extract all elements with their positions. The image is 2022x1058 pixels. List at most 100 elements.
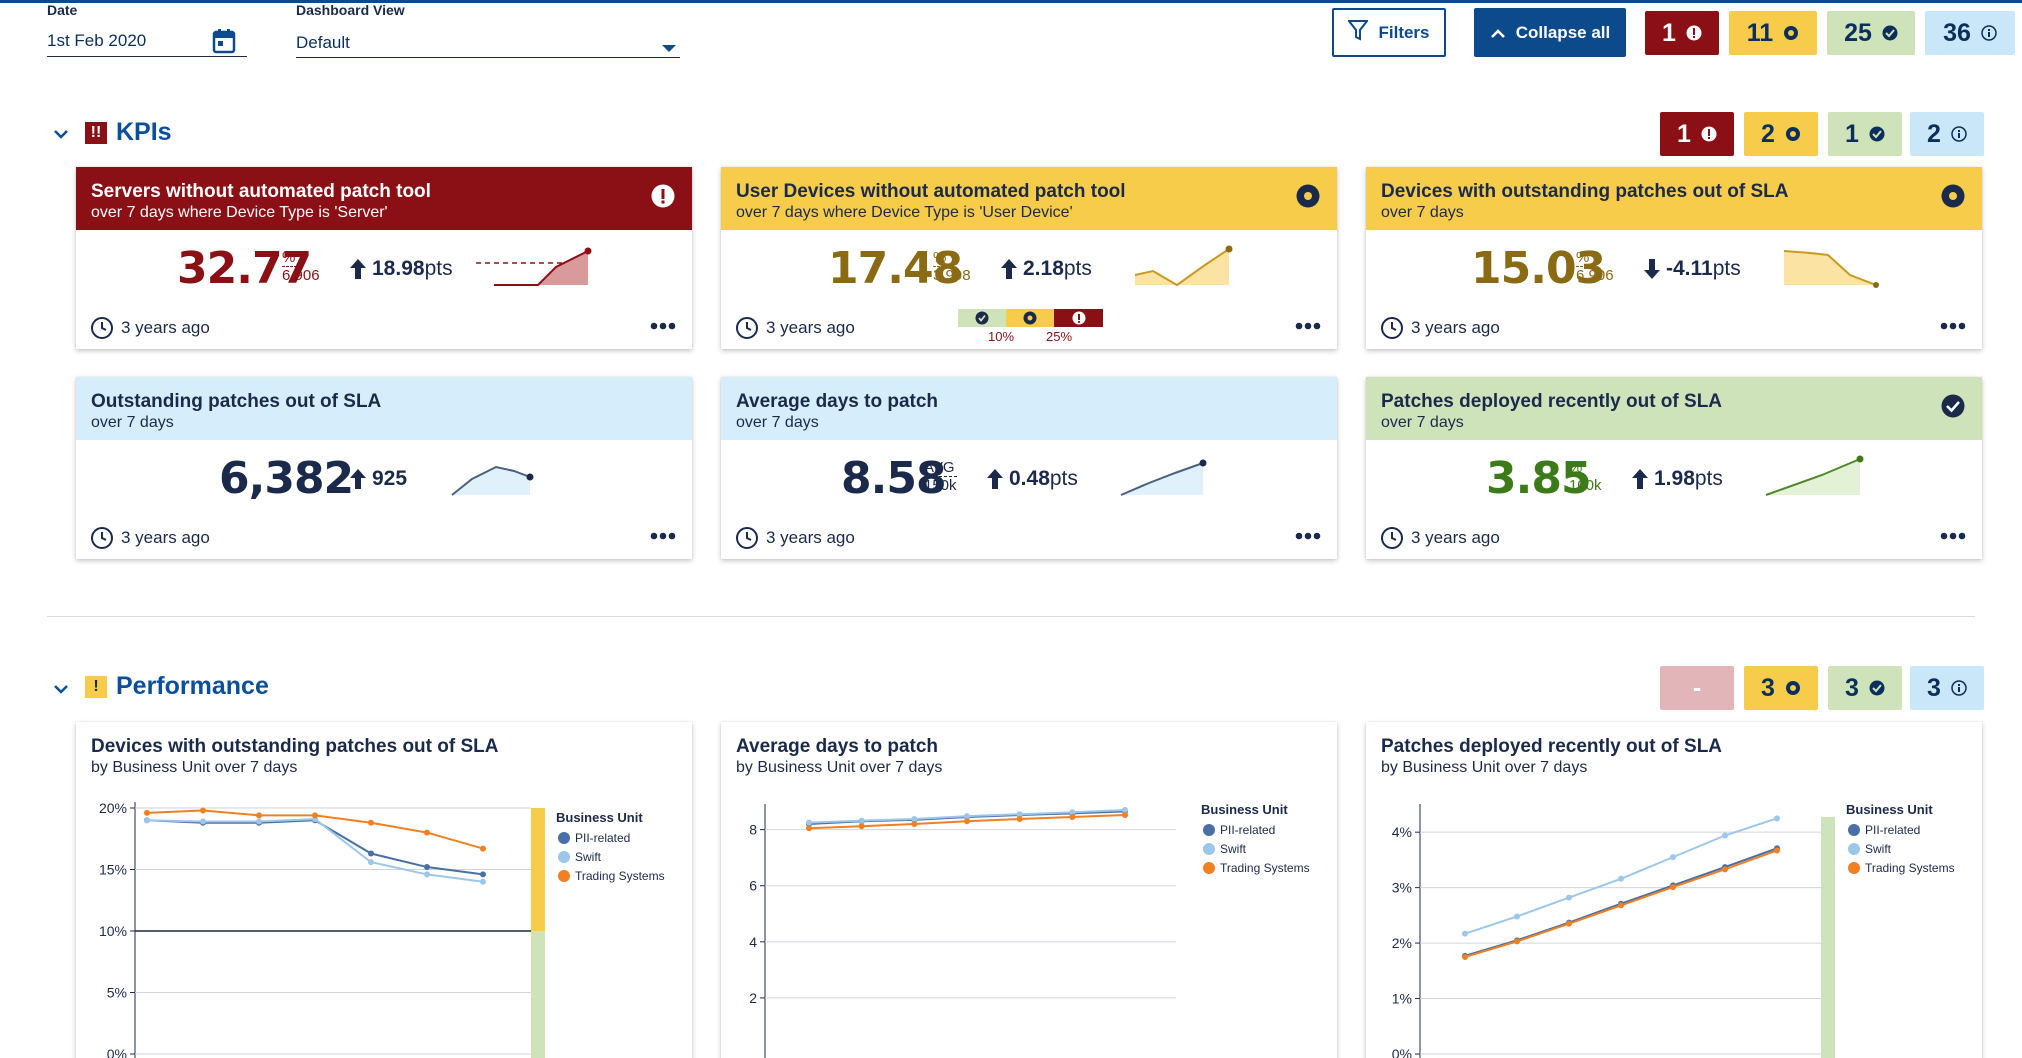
filters-button[interactable]: Filters	[1332, 8, 1446, 57]
legend-title: Business Unit	[556, 810, 643, 825]
kpi-card-user-devices[interactable]: User Devices without automated patch too…	[721, 167, 1337, 349]
global-info-badge[interactable]: 36	[1925, 11, 2015, 55]
y-tick-label: 20%	[99, 800, 127, 816]
warning-dot-icon	[1941, 184, 1965, 213]
kpi-card-title: Devices with outstanding patches out of …	[1381, 181, 1789, 202]
data-point	[1566, 894, 1572, 901]
chart-title: Devices with outstanding patches out of …	[91, 736, 499, 757]
more-options-icon[interactable]	[1295, 527, 1321, 545]
data-point	[312, 812, 318, 819]
kpi-card-outstanding-devices[interactable]: Devices with outstanding patches out of …	[1366, 167, 1982, 349]
data-point	[368, 850, 374, 857]
chart-card-devices-out-of-sla[interactable]: Devices with outstanding patches out of …	[76, 722, 692, 1058]
data-point	[368, 859, 374, 866]
arrow-up-icon	[1632, 469, 1648, 489]
collapse-all-button[interactable]: Collapse all	[1474, 8, 1626, 57]
kpis-ok-badge[interactable]: 1	[1828, 112, 1902, 156]
y-tick-label: 15%	[99, 862, 127, 878]
data-point	[1774, 815, 1780, 822]
global-warning-badge[interactable]: 11	[1729, 11, 1817, 55]
section-divider	[47, 616, 1975, 617]
performance-info-badge[interactable]: 3	[1910, 666, 1984, 710]
sparkline	[1765, 455, 1864, 496]
series-line-swift	[146, 818, 484, 883]
kpi-card-title: Average days to patch	[736, 391, 939, 412]
kpi-card-header: Outstanding patches out of SLA over 7 da…	[76, 377, 692, 440]
status-band-warning	[531, 808, 545, 931]
data-point	[424, 864, 430, 871]
legend-label: PII-related	[1220, 823, 1275, 837]
performance-ok-count: 3	[1845, 673, 1859, 702]
info-icon	[1951, 120, 1967, 149]
warning-dot-icon	[1023, 311, 1037, 325]
kpi-card-average-days[interactable]: Average days to patch over 7 days 8.58 A…	[721, 377, 1337, 559]
kpi-value: 8.58	[841, 453, 947, 504]
sparkline	[1783, 250, 1879, 288]
more-options-icon[interactable]	[1940, 317, 1966, 335]
alert-icon	[1701, 120, 1717, 149]
kpi-card-outstanding-patches[interactable]: Outstanding patches out of SLA over 7 da…	[76, 377, 692, 559]
legend-swatch	[558, 851, 570, 863]
kpi-timestamp: 3 years ago	[91, 527, 210, 549]
data-point	[200, 818, 206, 825]
dashboard-view-label: Dashboard View	[296, 2, 405, 18]
chart-card-header: Patches deployed recently out of SLA by …	[1366, 722, 1982, 782]
kpi-card-servers[interactable]: Servers without automated patch tool ove…	[76, 167, 692, 349]
data-point	[480, 845, 486, 852]
kpis-info-count: 2	[1927, 119, 1941, 148]
kpis-title: KPIs	[116, 118, 172, 146]
kpi-fraction: % 3,998	[933, 249, 971, 284]
dashboard-view-select[interactable]: Default	[296, 33, 350, 52]
kpi-card-header: Patches deployed recently out of SLA ove…	[1366, 377, 1982, 440]
global-ok-count: 25	[1844, 18, 1872, 47]
kpis-info-badge[interactable]: 2	[1910, 112, 1984, 156]
kpi-value: 3.85	[1486, 453, 1592, 504]
legend-swatch	[1848, 843, 1860, 855]
kpis-collapse-chevron-icon[interactable]	[53, 126, 69, 144]
data-point	[1016, 811, 1023, 818]
legend-label: Trading Systems	[1220, 861, 1310, 875]
global-info-count: 36	[1943, 18, 1971, 47]
legend-swatch	[1848, 824, 1860, 836]
clock-icon	[736, 317, 758, 339]
kpi-card-header: User Devices without automated patch too…	[721, 167, 1337, 230]
data-point	[1670, 884, 1676, 891]
chart-card-patches-deployed[interactable]: Patches deployed recently out of SLA by …	[1366, 722, 1982, 1058]
data-point	[368, 819, 374, 826]
data-point	[1774, 847, 1780, 854]
more-options-icon[interactable]	[650, 527, 676, 545]
y-tick-label: 0%	[107, 1046, 127, 1058]
kpi-card-subtitle: over 7 days	[736, 414, 819, 431]
chevron-down-icon[interactable]	[662, 40, 676, 58]
performance-info-count: 3	[1927, 673, 1941, 702]
calendar-icon[interactable]	[212, 28, 236, 59]
date-input[interactable]: 1st Feb 2020	[47, 31, 147, 50]
performance-collapse-chevron-icon[interactable]	[53, 681, 69, 699]
y-tick-label: 3%	[1392, 880, 1412, 896]
y-tick-label: 0%	[1392, 1046, 1412, 1058]
performance-critical-badge[interactable]: -	[1660, 666, 1734, 710]
performance-ok-badge[interactable]: 3	[1828, 666, 1902, 710]
more-options-icon[interactable]	[1940, 527, 1966, 545]
info-icon	[1951, 674, 1967, 703]
more-options-icon[interactable]	[1295, 317, 1321, 335]
global-critical-badge[interactable]: 1	[1645, 11, 1719, 55]
line-chart: 4% 3% 2% 1% 0% Business Unit PII-related Swift T…	[1392, 802, 1955, 1058]
kpis-critical-badge[interactable]: 1	[1660, 112, 1734, 156]
date-label: Date	[47, 2, 78, 18]
kpi-delta: 2.18pts	[1001, 257, 1092, 281]
global-ok-badge[interactable]: 25	[1827, 11, 1915, 55]
global-warning-count: 11	[1746, 18, 1774, 47]
chart-card-average-days[interactable]: Average days to patch by Business Unit o…	[721, 722, 1337, 1058]
legend-label: Trading Systems	[1865, 861, 1955, 875]
data-point	[964, 813, 970, 820]
performance-warning-badge[interactable]: 3	[1744, 666, 1818, 710]
kpi-card-subtitle: over 7 days where Device Type is 'Server…	[91, 204, 388, 221]
kpi-timestamp: 3 years ago	[91, 317, 210, 339]
data-point	[1462, 953, 1468, 960]
y-tick-label: 2	[749, 990, 757, 1006]
more-options-icon[interactable]	[650, 317, 676, 335]
kpi-card-patches-deployed[interactable]: Patches deployed recently out of SLA ove…	[1366, 377, 1982, 559]
y-tick-label: 4	[749, 934, 757, 950]
kpis-warning-badge[interactable]: 2	[1744, 112, 1818, 156]
